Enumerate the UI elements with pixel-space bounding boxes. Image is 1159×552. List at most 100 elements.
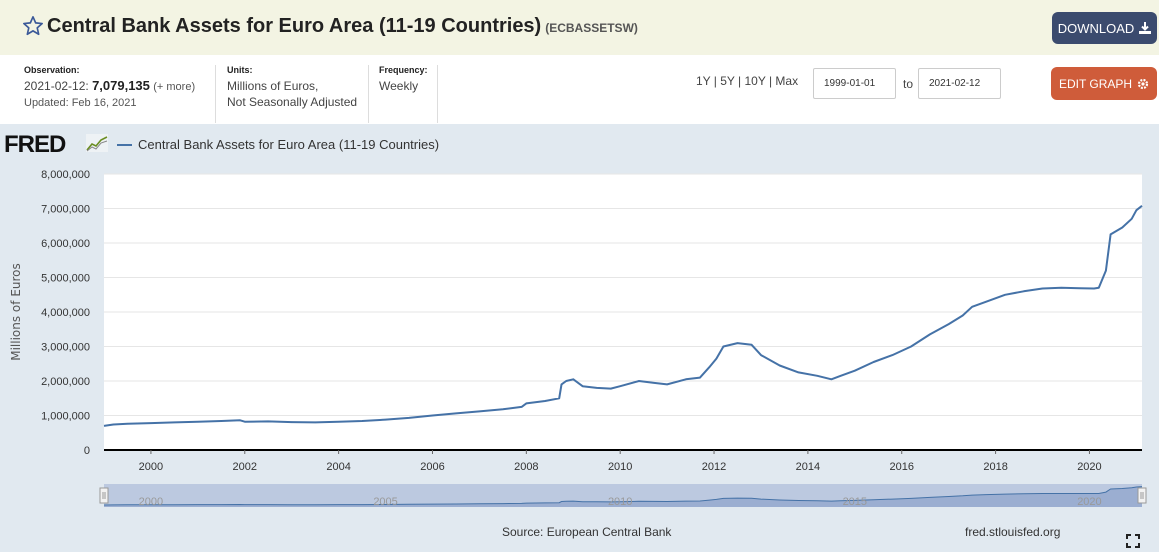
chart-area[interactable]: 0 1,000,000 2,000,000 3,000,000 4,000,000 5,0… [0,160,1159,520]
y-tick-label: 1,000,000 [41,411,90,423]
y-tick-label: 7,000,000 [41,204,90,216]
data-point [521,406,523,408]
data-point [455,413,457,415]
header-bar: Central Bank Assets for Euro Area (11-19… [0,0,1159,55]
y-tick-label: 3,000,000 [41,342,90,354]
data-point [619,385,621,387]
navigator-handle[interactable] [1137,487,1147,504]
data-point [709,366,711,368]
y-tick-label: 4,000,000 [41,307,90,319]
data-point [1136,209,1138,211]
page-title: Central Bank Assets for Euro Area (11-19… [47,15,638,38]
y-tick-label: 5,000,000 [41,273,90,285]
x-tick-label: 2020 [1077,461,1101,473]
end-date-input[interactable]: 2021-02-12 [918,68,1001,99]
more-link[interactable]: (+ more) [153,81,196,93]
data-point [854,370,856,372]
chart-legend[interactable]: Central Bank Assets for Euro Area (11-19… [117,137,439,152]
navigator-tick-label: 2010 [608,496,632,508]
data-point [1023,291,1025,293]
x-tick-label: 2010 [608,461,632,473]
data-point [338,421,340,423]
navigator-area [104,486,1142,507]
data-point [892,354,894,356]
data-point [873,361,875,363]
fred-logo: FRED [4,131,66,158]
data-point [760,354,762,356]
updated-date: Updated: Feb 16, 2021 [24,97,137,109]
y-tick-label: 8,000,000 [41,169,90,181]
observation-value: 7,079,135 [92,78,150,93]
data-point [1121,227,1123,229]
data-point [385,419,387,421]
edit-graph-button[interactable]: EDIT GRAPH [1051,67,1157,100]
data-point [113,424,115,426]
data-point [174,422,176,424]
data-point [361,420,363,422]
data-point [840,375,842,377]
x-tick-label: 2016 [889,461,913,473]
x-tick-label: 2008 [514,461,538,473]
data-point [127,423,129,425]
data-point [962,315,964,317]
data-point [565,380,567,382]
series-line [103,205,1143,427]
units-block: Units: Millions of Euros, Not Seasonally… [227,65,357,110]
data-point [985,301,987,303]
gear-icon [1137,78,1149,89]
data-point [291,421,293,423]
navigator-handle[interactable] [99,487,109,504]
navigator-tick-label: 2015 [843,496,867,508]
legend-label: Central Bank Assets for Euro Area (11-19… [138,137,440,152]
y-tick-label: 6,000,000 [41,238,90,250]
data-point [526,403,528,405]
navigator-tick-label: 2020 [1077,496,1101,508]
star-icon[interactable] [22,15,44,37]
data-point [244,421,246,423]
units-line1: Millions of Euros, [227,79,319,93]
data-point [1079,287,1081,289]
data-point [971,306,973,308]
download-icon [1139,22,1152,34]
frequency-block: Frequency: Weekly [379,65,428,94]
data-point [723,346,725,348]
data-point [1131,218,1133,220]
units-line2: Not Seasonally Adjusted [227,95,358,109]
data-point [1098,287,1100,289]
x-tick-label: 2012 [702,461,726,473]
data-point [150,422,152,424]
data-point [948,323,950,325]
navigator-line [103,486,1143,506]
data-point [1042,288,1044,290]
fullscreen-icon[interactable] [1126,534,1140,548]
navigator-tick-label: 2000 [139,496,163,508]
series-title: Central Bank Assets for Euro Area (11-19… [47,15,542,37]
x-tick-label: 2006 [420,461,444,473]
data-point [798,372,800,374]
data-point [638,380,640,382]
download-button[interactable]: DOWNLOAD [1052,12,1157,44]
data-point [596,387,598,389]
divider [215,65,216,123]
divider [368,65,369,123]
data-point [751,344,753,346]
data-point [699,377,701,379]
source-note: Source: European Central Bank [502,525,672,539]
fred-url[interactable]: fred.stlouisfed.org [965,525,1061,539]
range-selector[interactable]: 1Y | 5Y | 10Y | Max [696,74,799,88]
data-point [267,421,269,423]
start-date-input[interactable]: 1999-01-01 [813,68,896,99]
data-point [432,415,434,417]
data-point [197,421,199,423]
x-tick-label: 2014 [796,461,820,473]
observation-date: 2021-02-12: [24,79,89,93]
observation-block: Observation: 2021-02-12: 7,079,135 (+ mo… [24,65,195,111]
data-point [561,384,563,386]
y-axis-label: Millions of Euros [9,263,23,361]
data-point [685,378,687,380]
data-point [582,385,584,387]
frequency-value: Weekly [379,79,419,93]
data-point [314,422,316,424]
data-point [479,411,481,413]
data-point [1105,270,1107,272]
